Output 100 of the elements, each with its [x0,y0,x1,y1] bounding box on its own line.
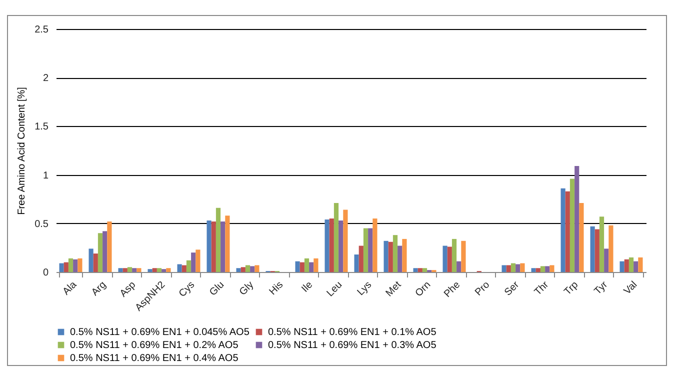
bar [68,258,74,272]
bar [304,258,310,272]
legend-label: 0.5% NS11 + 0.69% EN1 + 0.4% AO5 [70,353,239,364]
bar [156,268,162,272]
bar [127,267,132,272]
x-tick-label: Met [384,279,404,300]
bar [413,268,418,272]
bar [177,264,182,272]
bar [196,250,200,272]
bar [206,220,212,272]
x-tick-label: Asp [118,279,138,300]
x-tick-label: Tyr [592,279,610,298]
bar [447,246,452,272]
bar [452,238,457,272]
bar [240,267,246,272]
x-tick-label: Orn [413,280,434,300]
bar [599,216,604,272]
bar [132,268,137,272]
bar [516,264,520,272]
bar [191,252,196,272]
bar [372,218,378,272]
bar [73,259,78,272]
bar [456,261,462,272]
x-tick-label: Pro [473,279,492,298]
y-tick-label: 0.5 [34,218,49,230]
bar [368,228,373,272]
bar [540,266,546,272]
bar [442,246,448,272]
bar [245,265,250,272]
bar [152,268,157,272]
bar [402,238,407,272]
bar [88,248,94,272]
bar [536,268,540,272]
bar [506,265,511,272]
x-tick-label: Trp [562,279,581,298]
bar [628,257,634,272]
bar [388,242,393,272]
bar [136,268,142,272]
bar [122,268,128,272]
bar [343,210,348,272]
bar [236,268,241,272]
bar [624,259,629,272]
bar [338,220,344,272]
bar [250,266,255,272]
bar [118,268,123,272]
x-tick-label: Ser [502,279,522,298]
x-tick-label: Glu [208,280,227,298]
y-tick-label: 0 [42,268,49,278]
bar [392,235,398,272]
bar [398,246,402,272]
bar [422,268,428,272]
bar [334,202,339,272]
bar [634,261,638,272]
x-tick-label: Gly [238,280,256,298]
x-tick-label: Ala [61,279,80,298]
bar [64,262,68,272]
bar [565,191,570,272]
bar [560,188,566,272]
bar [225,216,230,272]
bar [216,208,221,272]
bar [59,263,64,272]
bar [295,261,300,272]
bar [590,226,595,272]
x-tick-label: Arg [90,280,109,298]
bar [510,263,516,272]
bar [545,266,550,272]
x-tick-label: Val [622,280,640,297]
bar [574,166,580,272]
bar [354,254,359,272]
x-tick-label: Cys [177,280,198,300]
bar [363,228,368,272]
bar [358,246,364,272]
bar [608,225,614,272]
bar [520,263,525,272]
bar [78,258,82,272]
bar [93,254,98,272]
bar [166,268,171,272]
bar [502,265,506,272]
bar [594,229,600,272]
x-tick-label: Lys [356,280,374,298]
bar [162,269,166,272]
bar [309,262,314,272]
legend-label: 0.5% NS11 + 0.69% EN1 + 0.2% AO5 [70,340,239,351]
bar [254,265,260,272]
bar [314,258,318,272]
bar [324,220,330,272]
y-tick-label: 2 [42,73,49,84]
bar [418,268,422,272]
legend-label: 0.5% NS11 + 0.69% EN1 + 0.3% AO5 [268,340,437,351]
bar [300,262,304,272]
bar [102,231,108,272]
bar [186,260,192,272]
x-tick-label: Thr [532,279,552,298]
y-tick-label: 2.5 [34,24,49,36]
legend-label: 0.5% NS11 + 0.69% EN1 + 0.045% AO5 [70,327,250,338]
bar [182,265,186,272]
bar [329,218,334,272]
bar [638,257,643,272]
y-tick-label: 1.5 [34,122,49,133]
x-tick-label: Phe [442,279,463,300]
